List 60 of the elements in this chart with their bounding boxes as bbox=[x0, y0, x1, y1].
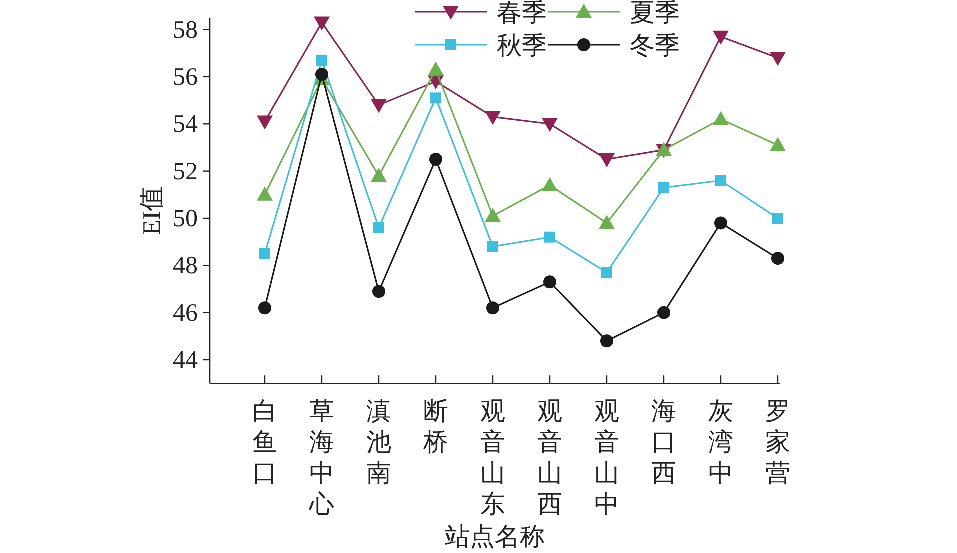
y-tick-label: 48 bbox=[173, 252, 198, 280]
x-tick-label: 观音山中 bbox=[594, 398, 620, 519]
legend-label: 春季 bbox=[497, 0, 547, 27]
x-tick-label: 滇池南 bbox=[366, 398, 392, 488]
point bbox=[772, 252, 784, 266]
point bbox=[713, 30, 729, 45]
point bbox=[714, 216, 728, 230]
x-tick-label: 罗家营 bbox=[766, 398, 790, 488]
point bbox=[314, 16, 330, 31]
point bbox=[430, 153, 442, 166]
legend-label: 秋季 bbox=[497, 33, 547, 60]
point bbox=[316, 54, 328, 66]
point bbox=[257, 186, 273, 201]
point bbox=[485, 208, 501, 222]
point bbox=[486, 302, 500, 315]
point bbox=[770, 137, 786, 152]
x-tick-label: 草海中心 bbox=[308, 398, 334, 519]
point bbox=[770, 52, 786, 66]
y-tick-label: 56 bbox=[173, 64, 198, 91]
point bbox=[316, 68, 328, 82]
point bbox=[485, 111, 501, 126]
x-tick-label: 海口西 bbox=[652, 398, 676, 488]
point bbox=[371, 99, 387, 114]
y-tick-label: 58 bbox=[173, 16, 198, 44]
point bbox=[488, 241, 498, 252]
x-axis-title: 站点名称 bbox=[445, 524, 545, 551]
y-tick-label: 46 bbox=[173, 300, 198, 327]
point bbox=[374, 222, 384, 234]
point bbox=[371, 168, 387, 182]
point bbox=[599, 154, 615, 168]
point bbox=[602, 267, 612, 278]
x-tick-label: 断桥 bbox=[422, 398, 448, 457]
point bbox=[257, 116, 273, 130]
point bbox=[658, 306, 670, 320]
x-tick-label: 灰湾中 bbox=[708, 398, 734, 488]
point bbox=[428, 62, 444, 76]
point bbox=[599, 215, 615, 230]
point bbox=[372, 285, 386, 298]
x-tick-label: 白鱼口 bbox=[252, 398, 278, 488]
y-tick-label: 52 bbox=[173, 158, 198, 186]
point bbox=[772, 212, 784, 224]
legend-label: 夏季 bbox=[630, 0, 680, 27]
point bbox=[542, 118, 558, 132]
point bbox=[258, 302, 272, 315]
point bbox=[658, 182, 670, 194]
y-axis-title: EI值 bbox=[139, 186, 166, 236]
point bbox=[260, 248, 270, 260]
y-tick-label: 54 bbox=[173, 111, 198, 138]
point bbox=[600, 334, 614, 348]
point bbox=[542, 177, 558, 192]
point bbox=[713, 111, 729, 126]
point bbox=[430, 92, 442, 104]
y-tick-label: 50 bbox=[173, 205, 198, 232]
point bbox=[544, 232, 556, 243]
legend-label: 冬季 bbox=[630, 33, 680, 60]
x-tick-label: 观音山东 bbox=[480, 398, 506, 519]
point bbox=[716, 175, 726, 186]
y-tick-label: 44 bbox=[173, 347, 198, 374]
x-tick-label: 观音山西 bbox=[538, 398, 562, 519]
point bbox=[544, 276, 556, 289]
